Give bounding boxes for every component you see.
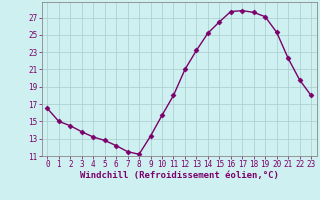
X-axis label: Windchill (Refroidissement éolien,°C): Windchill (Refroidissement éolien,°C) [80, 171, 279, 180]
